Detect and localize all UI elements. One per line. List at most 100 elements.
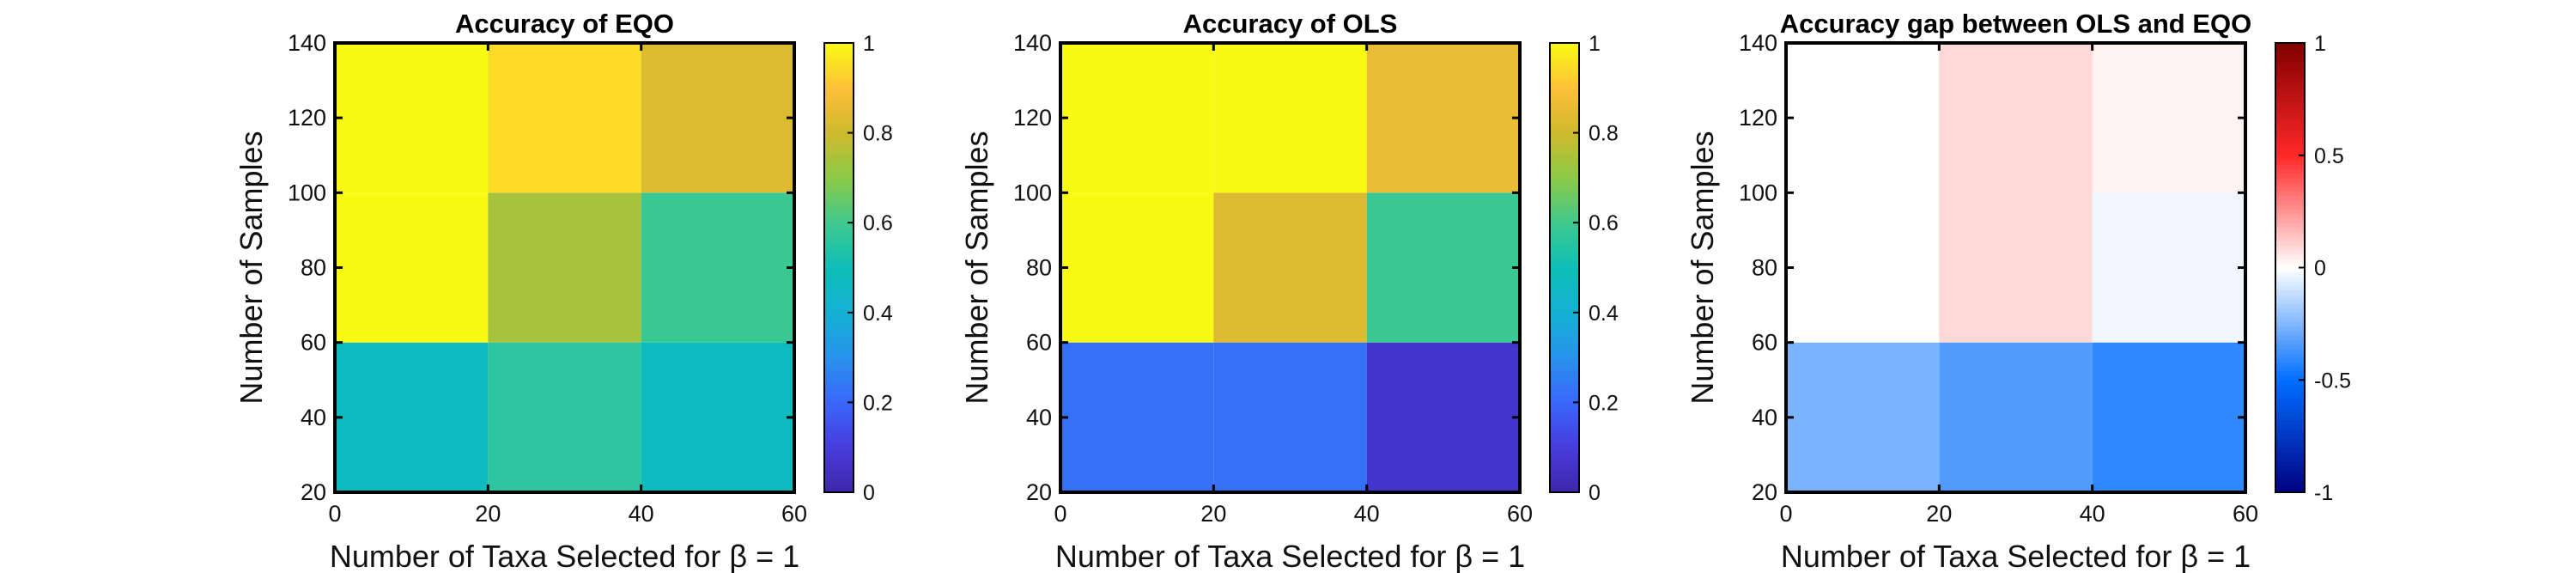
heatmap-cell bbox=[488, 192, 641, 343]
colorbar-segment bbox=[824, 321, 854, 327]
colorbar-segment bbox=[824, 259, 854, 264]
colorbar-segment bbox=[2275, 271, 2305, 277]
colorbar-segment bbox=[2275, 92, 2305, 98]
colorbar-segment bbox=[824, 434, 854, 439]
colorbar-segment bbox=[824, 155, 854, 161]
x-tick-label: 60 bbox=[1507, 501, 1533, 527]
colorbar-segment bbox=[824, 438, 854, 444]
colorbar-segment bbox=[2275, 483, 2305, 489]
colorbar-segment bbox=[2275, 348, 2305, 354]
colorbar-segment bbox=[824, 398, 854, 403]
colorbar-segment bbox=[824, 182, 854, 187]
colorbar-segment bbox=[2275, 124, 2305, 129]
colorbar-segment bbox=[1550, 124, 1579, 129]
colorbar-segment bbox=[2275, 204, 2305, 210]
colorbar-segment bbox=[1550, 213, 1579, 219]
colorbar-segment bbox=[824, 303, 854, 309]
colorbar-segment bbox=[1550, 114, 1579, 120]
y-axis-label: Number of Samples bbox=[959, 131, 994, 404]
colorbar-segment bbox=[824, 388, 854, 394]
colorbar-segment bbox=[824, 411, 854, 417]
colorbar-segment bbox=[1550, 294, 1579, 300]
heatmap-cell bbox=[488, 342, 641, 492]
colorbar-segment bbox=[1550, 388, 1579, 394]
colorbar-segment bbox=[2275, 384, 2305, 390]
colorbar-segment bbox=[2275, 70, 2305, 76]
colorbar-segment bbox=[824, 406, 854, 412]
colorbar-segment bbox=[1550, 402, 1579, 408]
colorbar-segment bbox=[2275, 326, 2305, 332]
x-tick-label: 40 bbox=[2080, 501, 2105, 527]
colorbar-segment bbox=[824, 253, 854, 259]
colorbar-segment bbox=[2275, 380, 2305, 386]
colorbar-segment bbox=[2275, 424, 2305, 430]
heatmap-cell bbox=[1786, 192, 1940, 343]
colorbar-tick-label: 0 bbox=[863, 481, 875, 505]
chart-title: Accuracy of EQO bbox=[455, 9, 674, 39]
colorbar-segment bbox=[1550, 142, 1579, 147]
colorbar-segment bbox=[2275, 402, 2305, 408]
colorbar-segment bbox=[1550, 168, 1579, 174]
colorbar-segment bbox=[1550, 380, 1579, 386]
colorbar-segment bbox=[1550, 312, 1579, 318]
colorbar-segment bbox=[1550, 43, 1579, 48]
heatmap-cell bbox=[1060, 43, 1214, 193]
chart-title: Accuracy of OLS bbox=[1183, 9, 1398, 39]
x-tick-label: 40 bbox=[1354, 501, 1380, 527]
colorbar-segment bbox=[1550, 204, 1579, 210]
y-tick-label: 120 bbox=[1739, 105, 1777, 131]
colorbar-segment bbox=[824, 474, 854, 479]
colorbar-segment bbox=[824, 83, 854, 88]
heatmap-cell bbox=[335, 192, 489, 343]
y-tick-label: 100 bbox=[288, 180, 326, 205]
y-tick-label: 120 bbox=[288, 105, 326, 131]
colorbar-segment bbox=[2275, 416, 2305, 421]
colorbar-segment bbox=[824, 146, 854, 152]
colorbar-segment bbox=[1550, 245, 1579, 251]
y-tick-label: 60 bbox=[1026, 330, 1052, 356]
colorbar-segment bbox=[824, 101, 854, 107]
colorbar-segment bbox=[2275, 209, 2305, 215]
colorbar-segment bbox=[1550, 231, 1579, 237]
colorbar-segment bbox=[824, 308, 854, 314]
colorbar-segment bbox=[824, 119, 854, 125]
heatmap-cell bbox=[1060, 342, 1214, 492]
colorbar-segment bbox=[824, 429, 854, 435]
colorbar-segment bbox=[824, 317, 854, 322]
colorbar-segment bbox=[1550, 209, 1579, 215]
y-tick-label: 80 bbox=[1752, 255, 1777, 281]
y-tick-label: 80 bbox=[1026, 255, 1052, 281]
colorbar-segment bbox=[2275, 285, 2305, 291]
colorbar-segment bbox=[2275, 168, 2305, 174]
colorbar-segment bbox=[1550, 222, 1579, 229]
colorbar-segment bbox=[2275, 132, 2305, 138]
colorbar-segment bbox=[1550, 290, 1579, 296]
colorbar-segment bbox=[824, 479, 854, 485]
colorbar-segment bbox=[824, 110, 854, 116]
x-tick-label: 0 bbox=[1054, 501, 1066, 527]
colorbar-segment bbox=[824, 326, 854, 332]
colorbar-segment bbox=[1550, 352, 1579, 358]
colorbar-segment bbox=[1550, 299, 1579, 304]
colorbar-segment bbox=[2275, 245, 2305, 251]
colorbar-segment bbox=[1550, 52, 1579, 58]
colorbar-segment bbox=[1550, 451, 1579, 457]
colorbar-segment bbox=[1550, 150, 1579, 156]
colorbar-tick-label: 0.8 bbox=[863, 122, 893, 146]
colorbar-segment bbox=[1550, 375, 1579, 381]
colorbar-segment bbox=[1550, 326, 1579, 332]
colorbar-segment bbox=[824, 370, 854, 376]
colorbar-segment bbox=[1550, 276, 1579, 282]
colorbar-segment bbox=[2275, 276, 2305, 282]
y-tick-label: 120 bbox=[1013, 105, 1052, 131]
colorbar-segment bbox=[824, 245, 854, 251]
colorbar-segment bbox=[2275, 398, 2305, 403]
colorbar-tick-label: -1 bbox=[2314, 481, 2333, 505]
colorbar-segment bbox=[2275, 290, 2305, 296]
colorbar-tick-label: 0.4 bbox=[863, 302, 893, 326]
colorbar: 0 0.2 0.4 0.6 0.8 1 bbox=[1549, 32, 1619, 505]
heatmap-cell bbox=[335, 342, 489, 492]
colorbar-segment bbox=[824, 227, 854, 233]
colorbar-segment bbox=[824, 460, 854, 466]
